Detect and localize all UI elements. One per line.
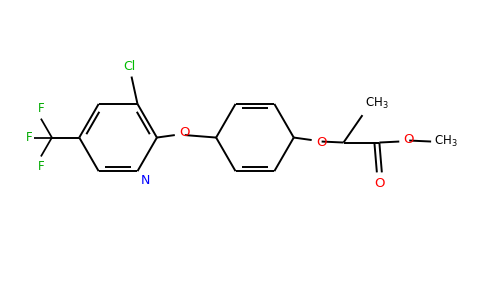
Text: CH$_3$: CH$_3$ bbox=[434, 134, 457, 149]
Text: F: F bbox=[26, 131, 33, 144]
Text: O: O bbox=[316, 136, 327, 149]
Text: F: F bbox=[38, 102, 44, 115]
Text: F: F bbox=[38, 160, 44, 173]
Text: Cl: Cl bbox=[123, 60, 135, 73]
Text: O: O bbox=[374, 177, 385, 190]
Text: O: O bbox=[404, 133, 414, 146]
Text: CH$_3$: CH$_3$ bbox=[365, 96, 389, 111]
Text: O: O bbox=[179, 126, 190, 139]
Text: N: N bbox=[141, 174, 151, 187]
